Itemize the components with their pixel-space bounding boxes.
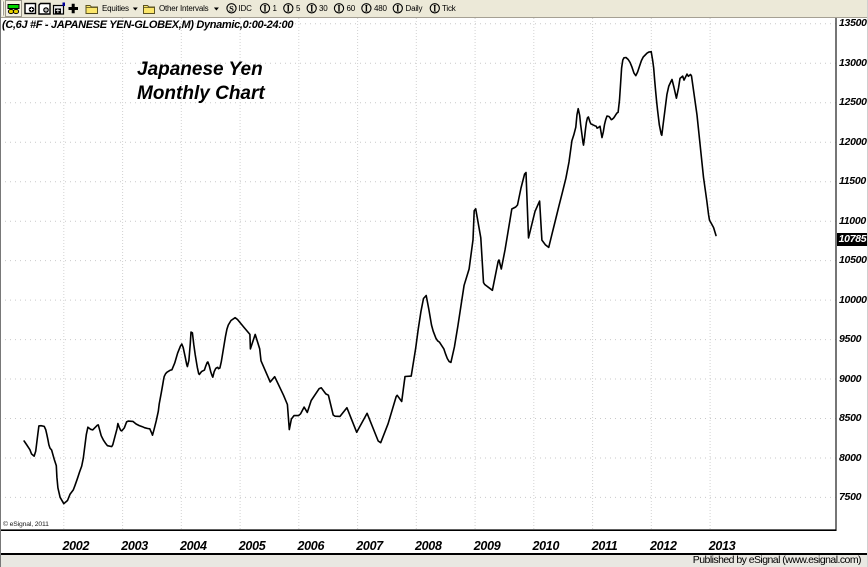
svg-text:I: I bbox=[365, 4, 369, 14]
svg-text:I: I bbox=[310, 4, 314, 14]
svg-text:I: I bbox=[287, 4, 291, 14]
svg-text:I: I bbox=[396, 4, 400, 14]
svg-text:I: I bbox=[337, 4, 341, 14]
svg-text:S: S bbox=[229, 3, 234, 13]
svg-text:I: I bbox=[263, 4, 267, 14]
svg-text:I: I bbox=[433, 4, 437, 14]
